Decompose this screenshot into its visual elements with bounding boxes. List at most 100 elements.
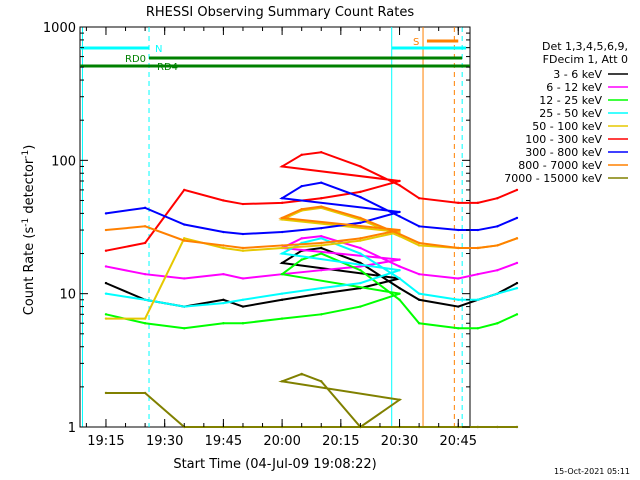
data-point: [496, 268, 499, 272]
data-point: [476, 327, 480, 330]
y-axis-label-part: detector: [22, 158, 37, 218]
data-point: [104, 292, 108, 295]
data-point: [183, 327, 186, 330]
data-point: [280, 196, 284, 200]
data-point: [143, 206, 147, 210]
x-tick-label: 19:30: [146, 434, 183, 449]
data-point: [222, 322, 225, 325]
legend-entry-label: 50 - 100 keV: [532, 120, 602, 133]
data-point: [359, 239, 362, 242]
data-point: [359, 165, 362, 168]
data-point: [183, 305, 186, 308]
data-point: [222, 298, 225, 301]
data-point: [476, 228, 480, 232]
data-point: [476, 201, 480, 205]
data-point: [417, 272, 421, 276]
legend-entry-label: 3 - 6 keV: [553, 68, 602, 81]
data-point: [300, 258, 303, 261]
data-point: [515, 261, 519, 265]
data-point: [143, 391, 147, 395]
data-point: [496, 196, 499, 200]
x-axis-ticks: 19:15 19:30 19:45 20:00 20:15 20:30 20:45: [85, 27, 477, 449]
data-point: [320, 205, 323, 208]
data-point: [417, 225, 421, 228]
legend-entry-label: 300 - 800 keV: [525, 146, 602, 159]
y-axis-label-sup: -1: [21, 218, 31, 227]
data-point: [222, 230, 225, 234]
data-point: [300, 372, 303, 376]
data-point: [476, 425, 480, 429]
x-tick-label: 19:45: [205, 434, 242, 449]
data-point: [241, 202, 245, 206]
data-point: [359, 221, 362, 225]
data-point: [515, 188, 519, 192]
data-point: [457, 228, 460, 232]
data-point: [496, 244, 499, 247]
data-point: [398, 184, 401, 187]
y-tick-label: 1000: [43, 21, 76, 36]
data-point: [398, 230, 401, 234]
data-point: [476, 246, 480, 250]
data-point: [320, 313, 323, 316]
data-point: [104, 317, 108, 320]
data-point: [496, 292, 499, 295]
data-point: [280, 165, 284, 168]
data-point: [280, 298, 284, 301]
data-point: [457, 277, 460, 280]
data-point: [398, 210, 401, 214]
data-point: [104, 265, 108, 268]
x-axis-label: Start Time (04-Jul-09 19:08:22): [173, 457, 376, 472]
data-point: [104, 313, 108, 316]
y-tick-label: 100: [51, 154, 76, 169]
data-point: [300, 237, 303, 240]
legend-entry-label: 6 - 12 keV: [546, 81, 602, 94]
data-point: [359, 305, 362, 308]
data-point: [300, 208, 303, 211]
data-point: [280, 261, 284, 265]
data-point: [417, 298, 421, 301]
y-tick-label: 1: [68, 421, 76, 436]
data-point: [320, 241, 323, 245]
data-point: [398, 228, 401, 232]
data-point: [280, 292, 284, 295]
data-point: [104, 212, 108, 215]
data-point: [183, 223, 186, 226]
data-point: [457, 201, 460, 205]
data-point: [143, 317, 147, 320]
data-point: [320, 226, 323, 230]
data-point: [359, 190, 362, 194]
data-point: [320, 286, 323, 290]
data-point: [320, 292, 323, 295]
data-point: [104, 249, 108, 252]
data-point: [280, 272, 284, 276]
data-point: [320, 196, 323, 200]
x-tick-label: 20:15: [322, 434, 359, 449]
data-point: [222, 244, 225, 247]
data-point: [457, 246, 460, 250]
data-point: [359, 216, 362, 220]
chart-title: RHESSI Observing Summary Count Rates: [146, 5, 415, 20]
data-point: [280, 380, 284, 383]
data-point: [143, 241, 147, 245]
data-point: [222, 272, 225, 276]
data-point: [417, 241, 421, 245]
data-point: [515, 286, 519, 290]
y-axis-label-part: Count Rate (s: [22, 227, 37, 316]
y-axis-label-part: ): [22, 145, 37, 150]
data-point: [241, 305, 245, 308]
data-point: [398, 268, 401, 272]
data-point: [457, 305, 460, 308]
data-point: [496, 425, 499, 429]
data-point: [320, 246, 323, 250]
data-point: [222, 246, 225, 250]
data-point: [320, 237, 323, 240]
data-point: [515, 237, 519, 240]
data-point: [222, 199, 225, 202]
x-tick-label: 20:45: [440, 434, 477, 449]
data-point: [280, 252, 284, 255]
data-point: [280, 317, 284, 320]
vertical-markers: [81, 27, 463, 427]
annotation-label: N: [155, 44, 162, 55]
data-point: [457, 327, 460, 330]
